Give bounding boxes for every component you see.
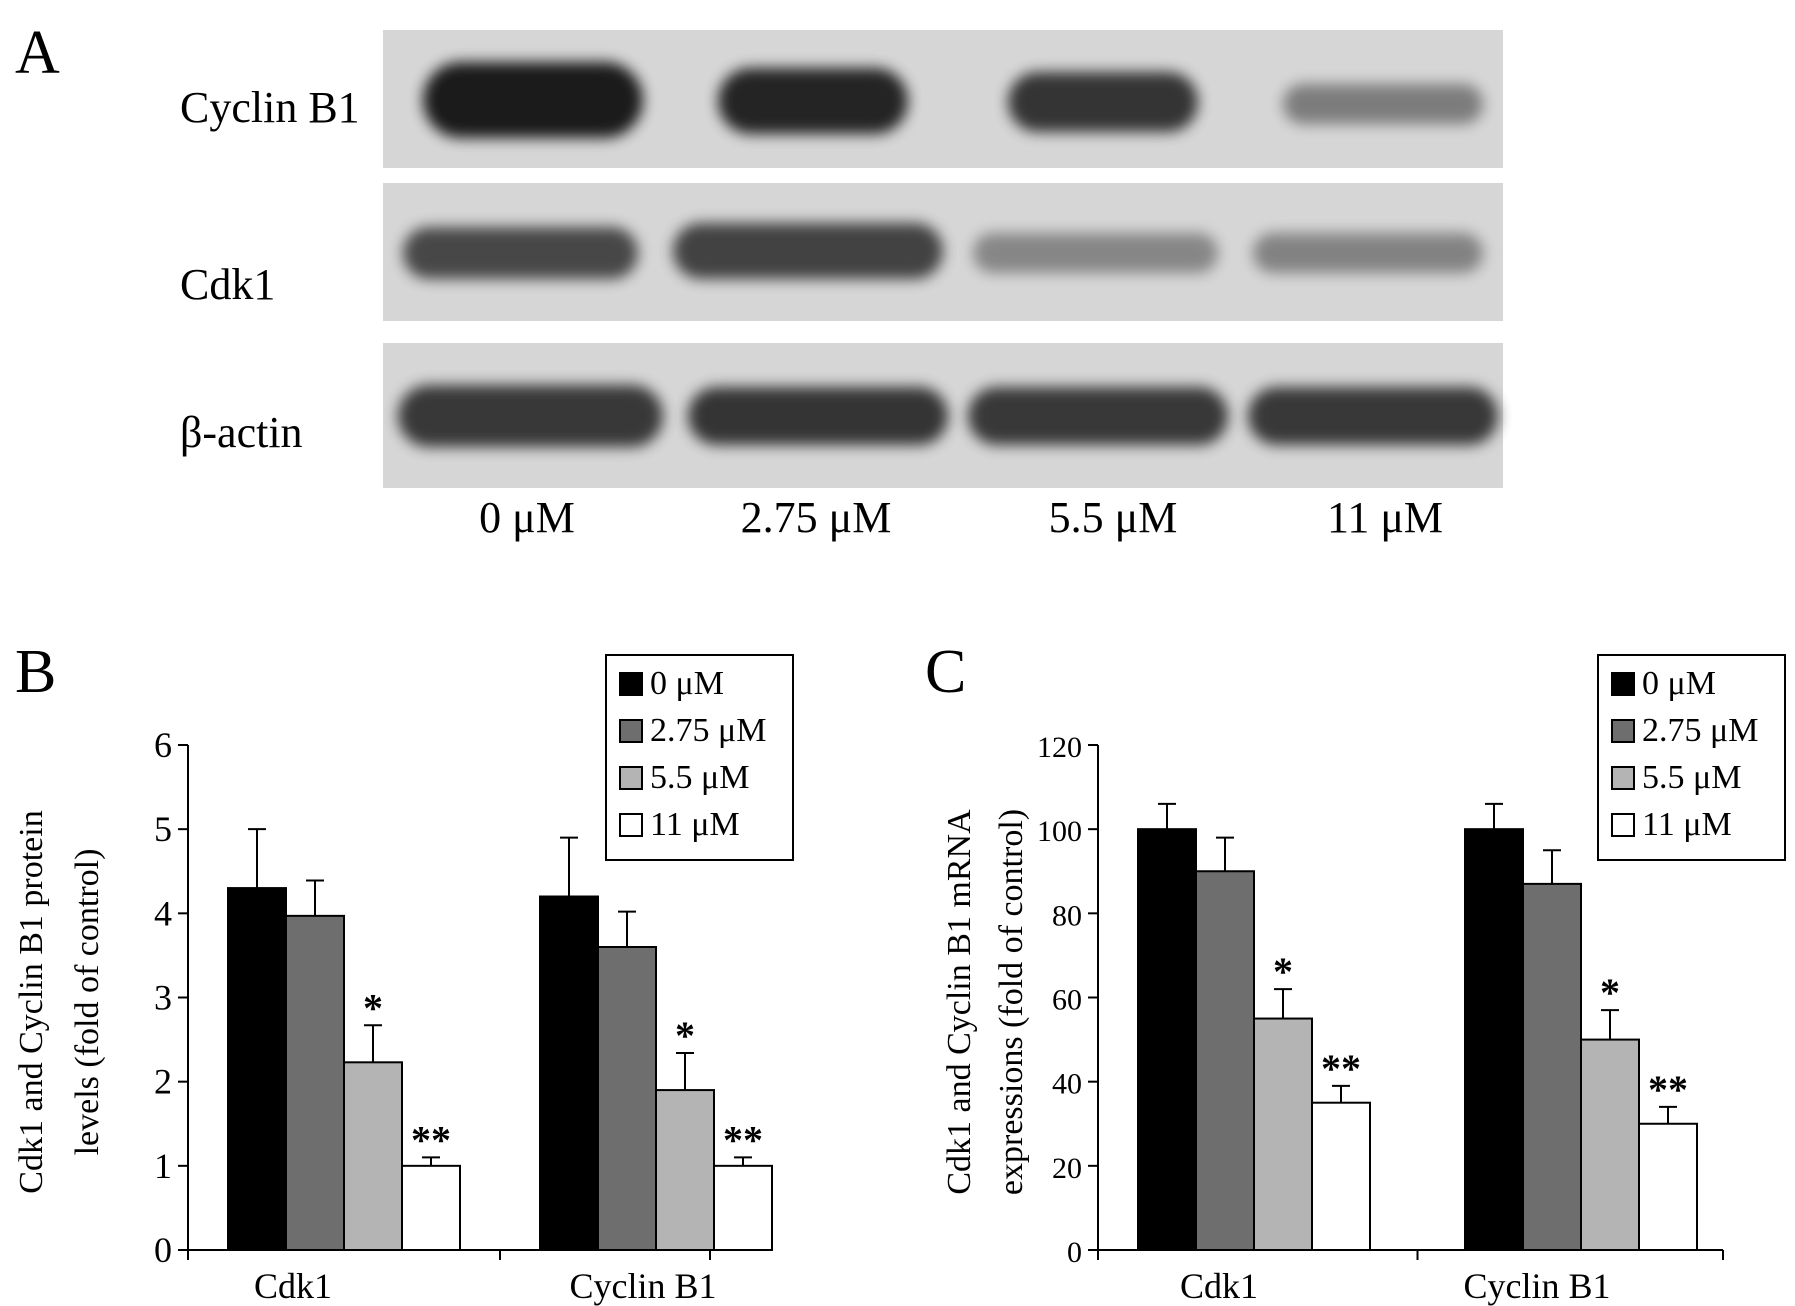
lane-label-0: 0 μM [479,493,575,542]
legend-label: 5.5 μM [650,759,749,796]
panel-letter-b: B [15,638,56,706]
band-cyclin-b1-lane-3 [1008,72,1198,132]
bar-cyclin-b1-2 [655,1089,715,1251]
legend-label: 0 μM [1642,665,1716,702]
bar-cdk1-1 [1195,870,1255,1251]
x-category-label: Cdk1 [254,1266,332,1306]
bar-cdk1-0 [1137,828,1197,1251]
bar-cyclin-b1-1 [597,946,657,1251]
legend-swatch [619,766,643,790]
significance-mark: * [1273,949,1293,994]
lane-label-2-75: 2.75 μM [740,493,892,542]
y-tick-label: 120 [1037,731,1082,764]
legend-swatch [1611,672,1635,696]
legend-swatch [1611,766,1635,790]
legend-swatch [619,672,643,696]
band-cyclin-b1-lane-1 [423,62,643,138]
bar-cdk1-2 [343,1061,403,1251]
x-category-label: Cdk1 [1180,1266,1258,1306]
y-tick-label: 100 [1037,815,1082,848]
y-axis-label: Cdk1 and Cyclin B1 protein [13,810,50,1193]
western-blot-panel: A Cyclin B1 Cdk1 β-actin 0 μM 2.75 μM 5.… [0,0,1795,560]
band-actin-lane-3 [968,387,1228,445]
significance-mark: * [363,985,383,1030]
significance-mark: * [675,1013,695,1058]
panel-letter-a: A [15,19,60,87]
legend-label: 2.75 μM [1642,712,1758,749]
bar-cyclin-b1-0 [539,895,599,1251]
lane-label-5-5: 5.5 μM [1048,493,1178,542]
band-cdk1-lane-3 [973,233,1218,273]
lane-label-11: 11 μM [1326,493,1444,542]
blot-strip-beta-actin [383,343,1503,488]
y-tick-label: 1 [154,1146,172,1186]
y-tick-label: 0 [154,1230,172,1270]
bar-cyclin-b1-3 [713,1164,773,1251]
blot-strip-cyclin-b1 [383,30,1503,168]
bar-cdk1-3 [401,1164,461,1251]
y-tick-label: 5 [154,809,172,849]
band-actin-lane-1 [398,385,663,447]
legend-swatch [1611,719,1635,743]
bar-cdk1-3 [1311,1101,1371,1251]
y-tick-label: 2 [154,1062,172,1102]
y-axis-label: expressions (fold of control) [993,809,1030,1195]
bar-cyclin-b1-0 [1464,828,1524,1251]
y-tick-label: 4 [154,893,172,933]
band-cdk1-lane-2 [673,223,943,279]
bar-cyclin-b1-1 [1522,882,1582,1251]
band-cyclin-b1-lane-4 [1283,84,1483,124]
significance-mark: * [1600,970,1620,1015]
band-actin-lane-4 [1248,387,1498,445]
x-category-label: Cyclin B1 [569,1266,716,1306]
y-tick-label: 0 [1067,1236,1082,1269]
row-label-cdk1: Cdk1 [180,260,276,309]
legend-label: 11 μM [1642,806,1732,843]
y-axis-label: Cdk1 and Cyclin B1 mRNA [941,809,978,1195]
blot-strip-cdk1 [383,183,1503,321]
significance-mark: ** [1648,1067,1688,1112]
legend-label: 5.5 μM [1642,759,1741,796]
y-tick-label: 40 [1052,1068,1082,1101]
row-label-beta-actin: β-actin [180,408,303,457]
legend-label: 2.75 μM [650,712,766,749]
bar-cdk1-0 [227,887,287,1251]
y-tick-label: 80 [1052,899,1082,932]
significance-mark: ** [723,1117,763,1162]
legend-label: 11 μM [650,806,740,843]
bar-cdk1-1 [285,914,345,1251]
row-label-cyclin-b1: Cyclin B1 [180,83,360,132]
legend-label: 0 μM [650,665,724,702]
y-tick-label: 6 [154,725,172,765]
y-tick-label: 3 [154,978,172,1018]
panel-letter-c: C [925,638,966,706]
bar-cyclin-b1-3 [1638,1122,1698,1251]
significance-mark: ** [411,1117,451,1162]
band-actin-lane-2 [688,387,948,445]
band-cdk1-lane-4 [1253,233,1483,273]
band-cdk1-lane-1 [403,227,638,279]
y-tick-label: 60 [1052,984,1082,1017]
band-cyclin-b1-lane-2 [718,68,908,134]
bar-cdk1-2 [1253,1017,1313,1251]
legend-swatch [619,813,643,837]
legend-swatch [1611,813,1635,837]
y-axis-label: levels (fold of control) [69,849,106,1156]
bar-cyclin-b1-2 [1580,1038,1640,1252]
x-category-label: Cyclin B1 [1463,1266,1610,1306]
y-tick-label: 20 [1052,1152,1082,1185]
legend-swatch [619,719,643,743]
significance-mark: ** [1321,1046,1361,1091]
